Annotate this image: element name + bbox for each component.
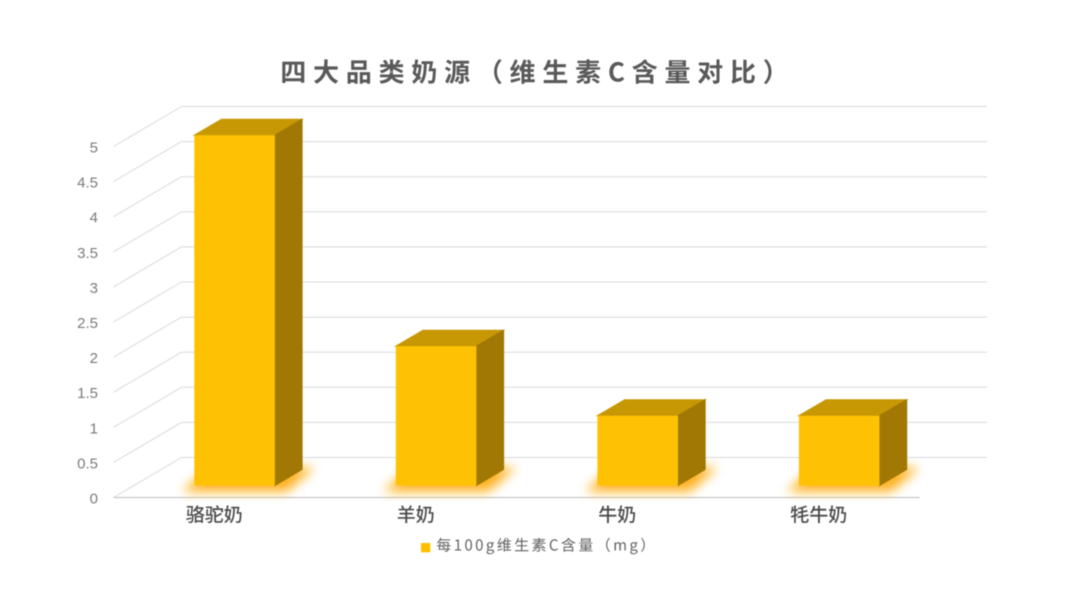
svg-text:4.5: 4.5 [77,175,98,192]
svg-text:2.5: 2.5 [77,315,98,332]
svg-text:5: 5 [90,140,98,157]
svg-text:4: 4 [90,210,98,227]
svg-text:2: 2 [90,350,98,367]
svg-text:3.5: 3.5 [77,245,98,262]
svg-text:1: 1 [90,420,98,437]
svg-text:0.5: 0.5 [77,455,98,472]
svg-text:3: 3 [90,280,98,297]
svg-text:1.5: 1.5 [77,385,98,402]
svg-text:0: 0 [90,491,98,508]
